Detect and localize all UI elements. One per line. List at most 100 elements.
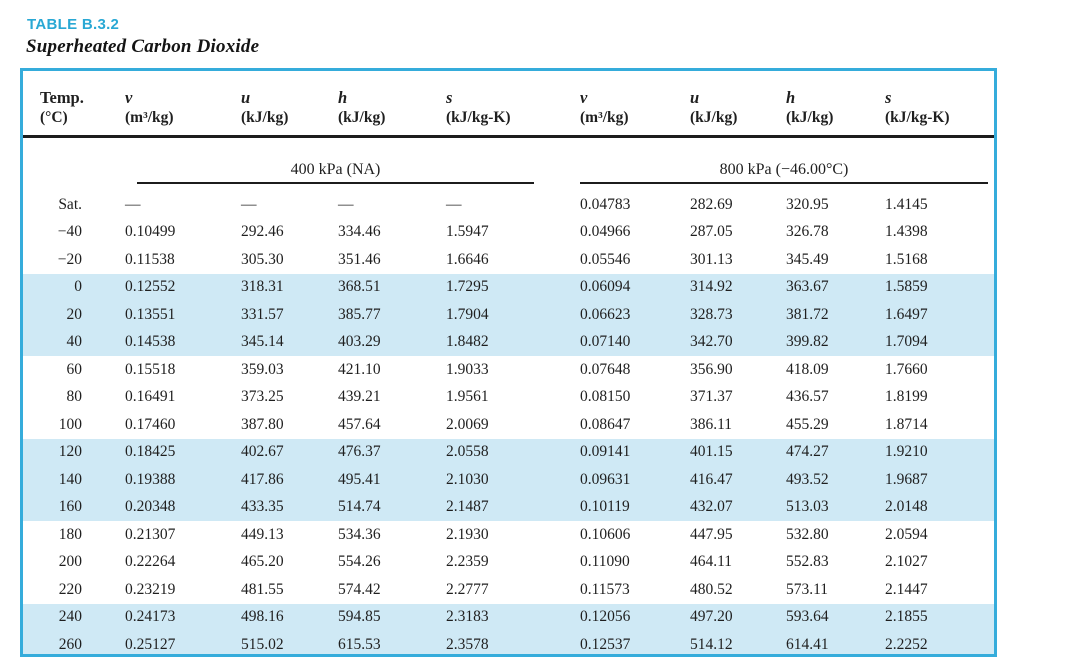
value-cell: 2.1487 [446,498,489,516]
value-cell: 515.02 [241,635,284,653]
property-column-header-s: s (kJ/kg-K) [885,71,994,138]
temp-cell: 220 [58,580,82,598]
table-body: Sat. — — — — 0.04783 282.69 320.95 1.4145 −40 0.10… [23,191,994,654]
value-cell: 1.5947 [446,223,489,241]
value-cell: 421.10 [338,360,381,378]
section-cell-400kpa: 400 kPa (NA) [125,137,580,192]
temp-cell: 200 [58,553,82,571]
value-cell: 0.10606 [580,525,631,543]
value-cell: 514.12 [690,635,733,653]
value-cell: 2.0558 [446,443,489,461]
value-cell: 1.7904 [446,305,489,323]
value-cell: 0.08647 [580,415,631,433]
value-cell: 345.49 [786,250,829,268]
value-cell: — [125,195,141,213]
property-symbol: s [885,88,892,107]
property-symbol: u [690,88,700,107]
value-cell: 464.11 [690,553,733,571]
value-cell: 0.24173 [125,608,176,626]
property-column-header-u: u (kJ/kg) [241,71,338,138]
column-header-row: Temp. (°C) v (m³/kg) u (kJ/kg) h (kJ/kg) s (kJ/… [23,71,994,138]
value-cell: 345.14 [241,333,284,351]
value-cell: 328.73 [690,305,733,323]
value-cell: 402.67 [241,443,284,461]
value-cell: 2.1855 [885,608,928,626]
value-cell: 1.6646 [446,250,489,268]
value-cell: 573.11 [786,580,829,598]
table-row: 140 0.19388 417.86 495.41 2.1030 0.09631 416.4… [23,466,994,494]
table-row: 240 0.24173 498.16 594.85 2.3183 0.12056 497.2… [23,603,994,631]
value-cell: 385.77 [338,305,381,323]
table-box: Temp. (°C) v (m³/kg) u (kJ/kg) h (kJ/kg) s (kJ/… [20,68,997,657]
value-cell: 481.55 [241,580,284,598]
temp-cell: 160 [58,498,82,516]
value-cell: 2.0594 [885,525,928,543]
property-unit: (kJ/kg) [690,109,738,126]
value-cell: 465.20 [241,553,284,571]
value-cell: 495.41 [338,470,381,488]
value-cell: 305.30 [241,250,284,268]
value-cell: 449.13 [241,525,284,543]
value-cell: — [338,195,354,213]
value-cell: 0.06623 [580,305,631,323]
table-row: −20 0.11538 305.30 351.46 1.6646 0.05546 301.1… [23,246,994,274]
table-row: 20 0.13551 331.57 385.77 1.7904 0.06623 328.73… [23,301,994,329]
value-cell: — [446,195,462,213]
value-cell: 334.46 [338,223,381,241]
value-cell: 386.11 [690,415,733,433]
property-unit: (m³/kg) [125,109,174,126]
value-cell: 455.29 [786,415,829,433]
value-cell: 594.85 [338,608,381,626]
value-cell: 0.10119 [580,498,630,516]
value-cell: 320.95 [786,195,829,213]
value-cell: 1.7660 [885,360,928,378]
property-column-header-v: v (m³/kg) [125,71,241,138]
value-cell: 474.27 [786,443,829,461]
value-cell: 0.19388 [125,470,176,488]
value-cell: 2.2777 [446,580,489,598]
value-cell: 351.46 [338,250,381,268]
value-cell: 1.6497 [885,305,928,323]
table-row: 0 0.12552 318.31 368.51 1.7295 0.06094 314.92 3… [23,273,994,301]
value-cell: 0.18425 [125,443,176,461]
temp-cell: 240 [58,608,82,626]
value-cell: 326.78 [786,223,829,241]
value-cell: 416.47 [690,470,733,488]
property-column-header-s: s (kJ/kg-K) [446,71,580,138]
value-cell: 292.46 [241,223,284,241]
value-cell: 359.03 [241,360,284,378]
value-cell: 418.09 [786,360,829,378]
value-cell: 439.21 [338,388,381,406]
property-symbol: v [580,88,588,107]
property-column-header-v: v (m³/kg) [580,71,690,138]
table-row: Sat. — — — — 0.04783 282.69 320.95 1.4145 [23,191,994,219]
value-cell: 401.15 [690,443,733,461]
value-cell: 0.09141 [580,443,631,461]
value-cell: 513.03 [786,498,829,516]
temp-column-header: Temp. (°C) [23,71,125,138]
value-cell: 480.52 [690,580,733,598]
value-cell: 417.86 [241,470,284,488]
table-row: 220 0.23219 481.55 574.42 2.2777 0.11573 480.5… [23,576,994,604]
value-cell: 447.95 [690,525,733,543]
value-cell: 2.1027 [885,553,928,571]
value-cell: 0.07140 [580,333,631,351]
property-symbol: u [241,88,251,107]
property-unit: (kJ/kg) [241,109,289,126]
value-cell: 534.36 [338,525,381,543]
value-cell: 2.0069 [446,415,489,433]
temp-cell: 120 [58,443,82,461]
value-cell: 0.04783 [580,195,631,213]
temp-cell: Sat. [58,195,82,213]
value-cell: 0.15518 [125,360,176,378]
value-cell: 574.42 [338,580,381,598]
value-cell: 0.06094 [580,278,631,296]
value-cell: 1.9033 [446,360,489,378]
value-cell: 552.83 [786,553,829,571]
table-row: 100 0.17460 387.80 457.64 2.0069 0.08647 386.1… [23,411,994,439]
value-cell: 381.72 [786,305,829,323]
value-cell: 331.57 [241,305,284,323]
temp-cell: 20 [66,305,83,323]
table-row: −40 0.10499 292.46 334.46 1.5947 0.04966 287.0… [23,219,994,247]
value-cell: 0.04966 [580,223,631,241]
